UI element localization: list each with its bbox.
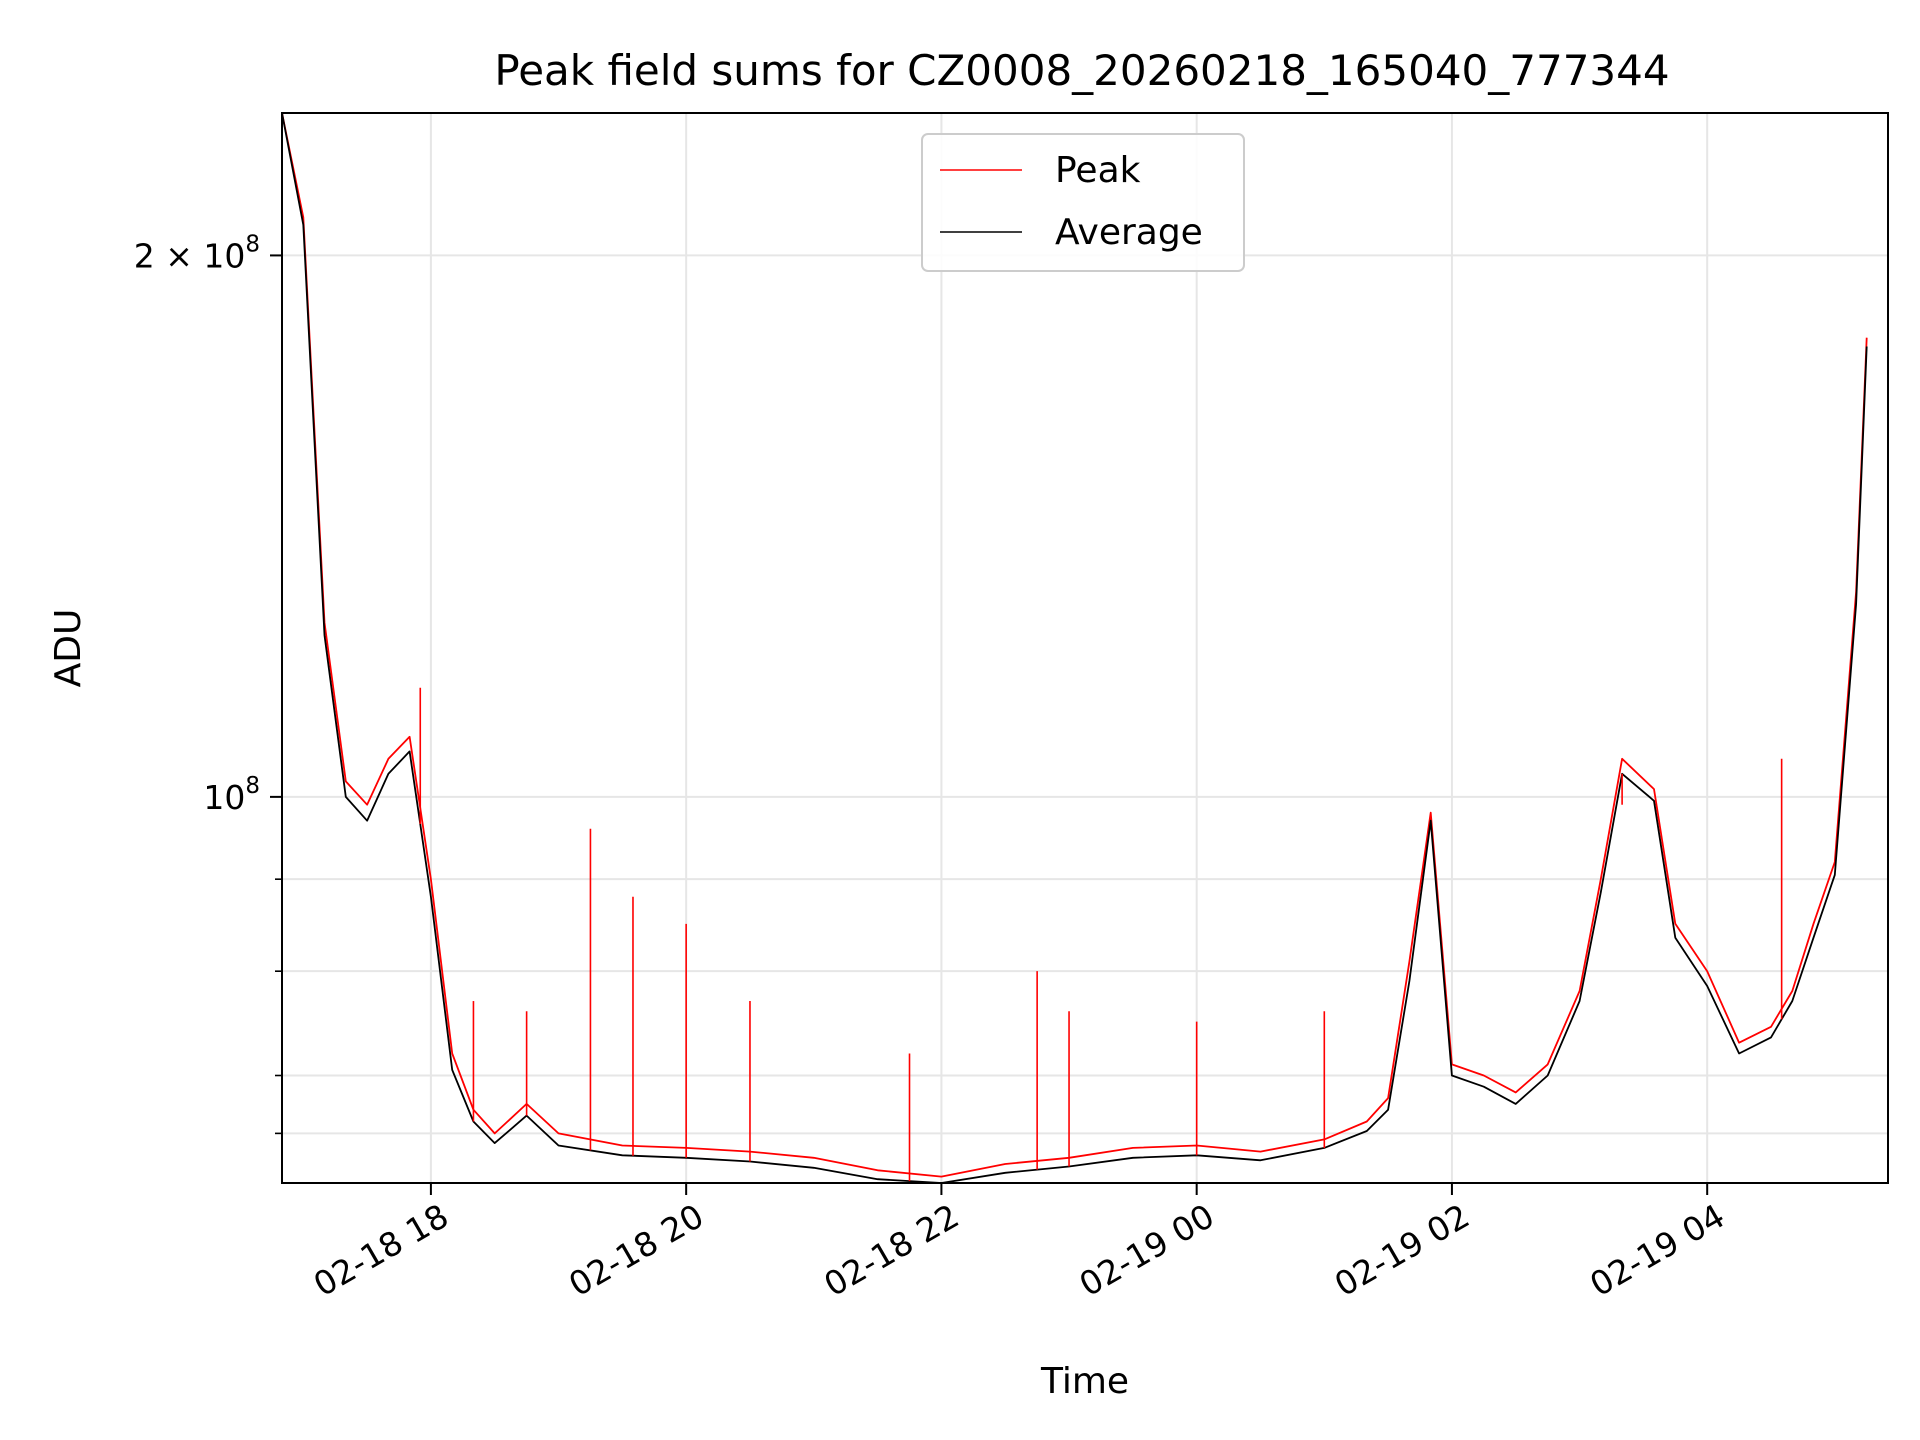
legend-peak-label: Peak (1055, 150, 1141, 191)
chart-title: Peak field sums for CZ0008_20260218_1650… (494, 46, 1669, 95)
legend-average-label: Average (1055, 212, 1203, 253)
axes-frame (281, 112, 1889, 1184)
plot-series (282, 113, 1868, 1183)
legend-box (921, 133, 1245, 272)
y-tick-label: 2 × 108 (134, 231, 260, 275)
legend: Peak Average (921, 133, 1245, 272)
series-line-peak (282, 113, 1868, 1178)
series-line-average (282, 113, 1868, 1183)
y-axis-label: ADU (48, 609, 89, 688)
x-axis-label: Time (1040, 1361, 1129, 1402)
y-tick-label: 108 (203, 773, 260, 817)
grid-lines (282, 113, 1888, 1183)
